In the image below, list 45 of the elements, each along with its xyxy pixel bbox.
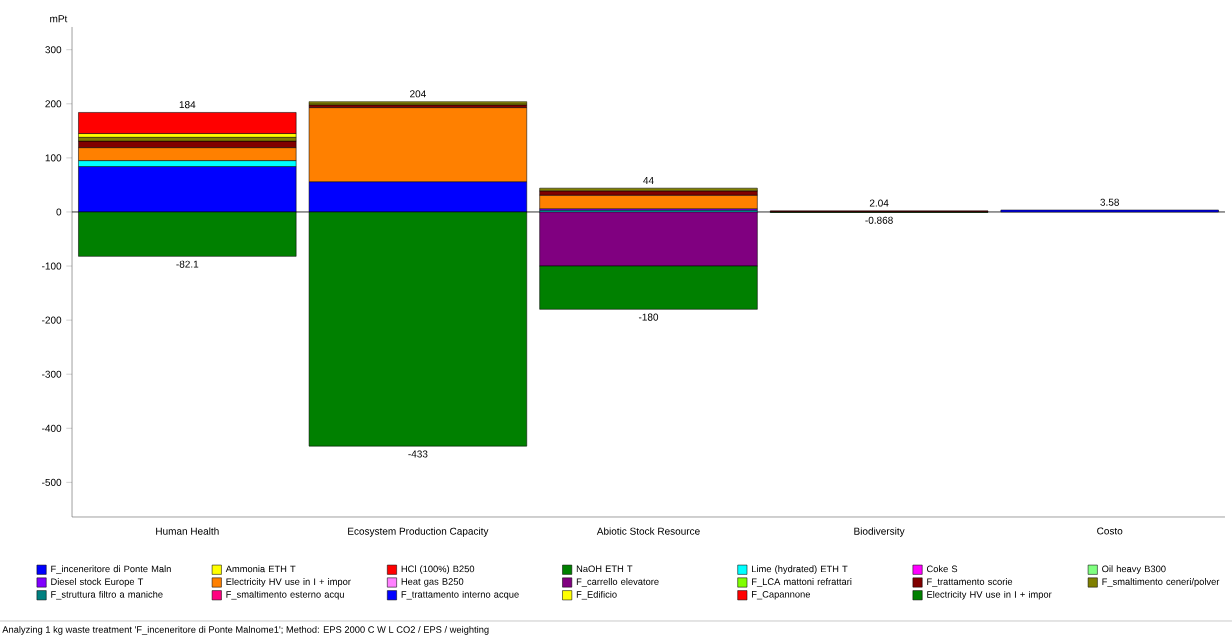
- y-tick-label: -300: [42, 370, 62, 378]
- x-tick-label: Human Health: [156, 527, 219, 535]
- legend-label: Heat gas B250: [401, 578, 464, 587]
- y-tick-label: 0: [56, 208, 62, 216]
- legend-label: Ammonia ETH T: [225, 565, 296, 573]
- legend-label: Electricity HV use in I + impor: [927, 590, 1052, 600]
- y-tick-label: 200: [45, 100, 62, 108]
- legend-label: Electricity HV use in I + impor: [226, 578, 351, 587]
- x-tick-label: Costo: [1097, 527, 1123, 535]
- legend-label: Oil heavy B300: [1102, 565, 1166, 575]
- annotation: -0.868: [865, 216, 893, 224]
- legend-label: F_LCA mattoni refrattari: [752, 578, 852, 587]
- y-tick-label: -400: [42, 424, 62, 432]
- y-tick-label: 100: [45, 154, 62, 162]
- y-tick-label: -200: [42, 316, 62, 324]
- annotation: 44: [643, 177, 654, 184]
- legend-label: F_smaltimento ceneri/polver: [1102, 578, 1220, 587]
- legend-label: F_smaltimento esterno acqu: [226, 590, 344, 600]
- annotation: 184: [179, 101, 196, 109]
- text: Analyzing 1 kg waste treatment 'F_inceneritore di Ponte Malnome1'; Method: EPS 2000 C W L CO2 / EPS / weighting: [2, 626, 489, 635]
- y-axis-title: mPt: [50, 15, 68, 23]
- annotation: -82.1: [176, 260, 199, 268]
- legend-label: Coke S: [926, 565, 958, 573]
- y-tick-label: 300: [45, 46, 62, 54]
- x-tick-label: Abiotic Stock Resource: [596, 527, 700, 535]
- legend-label: F_trattamento interno acque: [401, 590, 519, 600]
- legend-label: NaOH ETH T: [576, 565, 633, 573]
- legend-label: F_trattamento scorie: [927, 578, 1013, 587]
- annotation: -180: [638, 313, 659, 321]
- x-tick-label: Biodiversity: [854, 527, 905, 537]
- y-tick-label: -500: [42, 478, 62, 486]
- legend-label: F_struttura filtro a maniche: [51, 590, 163, 600]
- y-tick-label: -100: [42, 262, 62, 270]
- x-tick-label: Ecosystem Production Capacity: [348, 527, 489, 537]
- legend-label: F_carrello elevatore: [576, 578, 659, 587]
- annotation: -433: [408, 450, 428, 458]
- legend-label: Diesel stock Europe T: [51, 578, 144, 587]
- legend-label: F_inceneritore di Ponte Maln: [51, 565, 171, 574]
- legend-label: HCl (100%) B250: [401, 565, 475, 575]
- legend-label: F_Edificio: [576, 590, 617, 600]
- legend-label: Lime (hydrated) ETH T: [752, 565, 848, 575]
- legend-label: F_Capannone: [752, 591, 811, 600]
- annotation: 3.58: [1100, 198, 1119, 206]
- annotation: 204: [410, 90, 426, 98]
- annotation: 2.04: [869, 199, 889, 207]
